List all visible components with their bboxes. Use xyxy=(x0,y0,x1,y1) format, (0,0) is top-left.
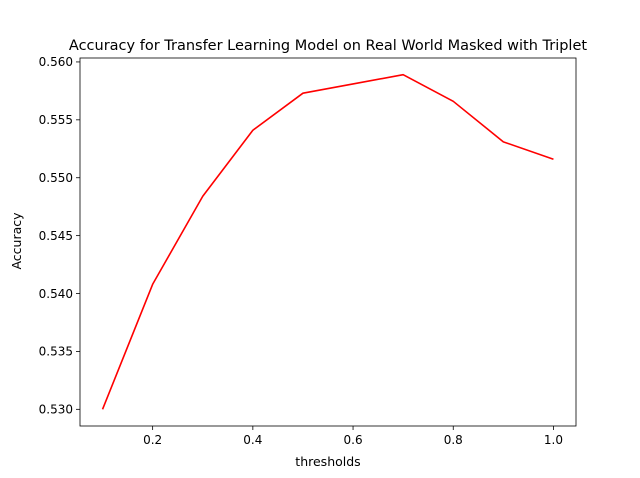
y-tick-label: 0.550 xyxy=(39,171,73,185)
plot-frame xyxy=(79,57,577,427)
y-tick-label: 0.540 xyxy=(39,287,73,301)
x-tick-label: 0.4 xyxy=(243,433,262,447)
x-tick-label: 0.2 xyxy=(143,433,162,447)
y-tick-label: 0.535 xyxy=(39,345,73,359)
series-line-accuracy xyxy=(101,73,554,410)
series-group xyxy=(101,73,554,410)
x-tick-label: 0.6 xyxy=(344,433,363,447)
y-axis-label: Accuracy xyxy=(9,212,24,270)
y-tick-label: 0.530 xyxy=(39,403,73,417)
x-axis-label: thresholds xyxy=(295,454,360,469)
x-tick-label: 0.8 xyxy=(444,433,463,447)
y-tick-label: 0.545 xyxy=(39,229,73,243)
x-tick-label: 1.0 xyxy=(544,433,563,447)
y-axis-ticks: 0.530 0.535 0.540 0.545 0.550 0.555 0.560 xyxy=(39,55,80,417)
y-tick-label: 0.555 xyxy=(39,113,73,127)
x-axis-ticks: 0.2 0.4 0.6 0.8 1.0 xyxy=(143,426,563,447)
chart-title: Accuracy for Transfer Learning Model on … xyxy=(69,38,587,54)
y-tick-label: 0.560 xyxy=(39,55,73,69)
